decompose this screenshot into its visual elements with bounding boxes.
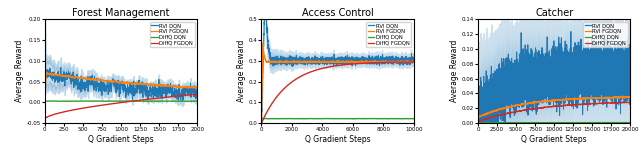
X-axis label: Q Gradient Steps: Q Gradient Steps [522, 135, 587, 144]
Legend: RVI DQN, RVI FGDQN, DiffQ DQN, DiffQ FGDQN: RVI DQN, RVI FGDQN, DiffQ DQN, DiffQ FGD… [366, 22, 412, 47]
Y-axis label: Average Reward: Average Reward [15, 40, 24, 102]
Title: Access Control: Access Control [301, 8, 374, 18]
Y-axis label: Average Reward: Average Reward [237, 40, 246, 102]
X-axis label: Q Gradient Steps: Q Gradient Steps [305, 135, 371, 144]
Legend: RVI DQN, RVI FGDQN, DiffQ DQN, DiffQ FGDQN: RVI DQN, RVI FGDQN, DiffQ DQN, DiffQ FGD… [583, 22, 628, 47]
Legend: RVI DQN, RVI FGDQN, DiffQ DQN, DiffQ FGDQN: RVI DQN, RVI FGDQN, DiffQ DQN, DiffQ FGD… [150, 22, 195, 47]
Title: Catcher: Catcher [535, 8, 573, 18]
Y-axis label: Average Reward: Average Reward [450, 40, 459, 102]
Title: Forest Management: Forest Management [72, 8, 170, 18]
X-axis label: Q Gradient Steps: Q Gradient Steps [88, 135, 154, 144]
